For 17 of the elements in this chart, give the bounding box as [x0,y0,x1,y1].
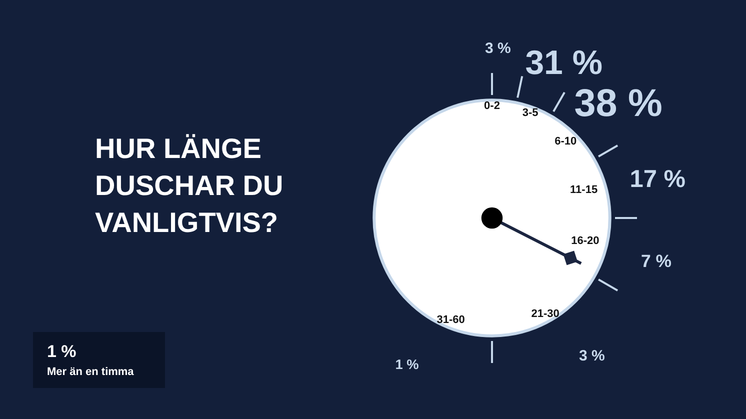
category-label: 3-5 [522,106,538,119]
category-label: Mer än en timma [47,366,135,378]
data-label: 7 % [640,251,672,271]
category-label: 31-60 [436,314,465,326]
category-label: 16-20 [571,235,600,248]
text: HUR LÄNGE DUSCHAR DU VANLIGTVIS? [95,133,284,238]
data-label: 3 % [578,348,605,365]
category-label: 0-2 [484,100,500,112]
category-label: 11-15 [570,184,598,196]
data-label: 3 % [484,40,511,58]
data-label: 1 % [47,342,76,361]
data-label: 31 % [525,44,602,82]
data-label: 1 % [395,357,419,372]
category-label: 21-30 [531,308,560,320]
data-label: 17 % [630,166,686,193]
category-label: 6-10 [554,136,577,148]
data-label: 38 % [574,82,662,126]
